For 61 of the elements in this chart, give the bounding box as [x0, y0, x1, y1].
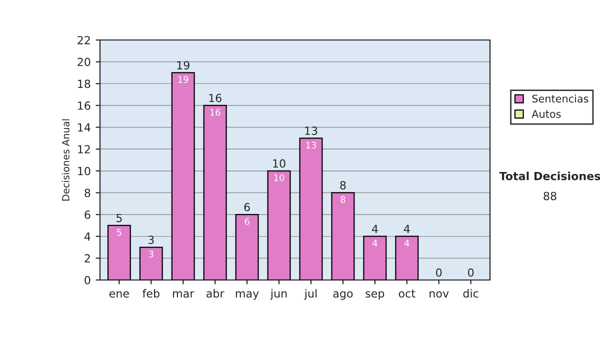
bar [363, 236, 387, 280]
total-label: 4 [372, 224, 378, 233]
text: 88 [544, 192, 556, 200]
data-label: 16 [210, 108, 220, 116]
total-label: 16 [209, 94, 222, 102]
text: Total Decisiones [499, 172, 600, 180]
y-tick-label: 2 [84, 254, 90, 262]
total-label: 0 [436, 268, 442, 277]
data-label: 4 [372, 240, 378, 246]
x-tick-label: sep [366, 291, 384, 300]
total-label: 3 [148, 236, 154, 244]
x-tick-label: oct [398, 290, 416, 298]
total-label: 19 [177, 61, 190, 70]
x-tick-label: jun [270, 289, 287, 300]
total-label: 10 [273, 159, 286, 168]
total-label: 4 [404, 224, 410, 233]
y-tick-label: 8 [84, 188, 90, 198]
y-tick-label: 12 [78, 145, 90, 154]
x-tick-label: abr [206, 289, 224, 298]
total-label: 5 [116, 214, 122, 222]
data-label: 13 [306, 142, 316, 148]
x-tick-label: ago [333, 291, 353, 300]
x-tick-label: may [236, 291, 259, 300]
data-label: 5 [117, 229, 122, 236]
data-label: 10 [274, 174, 284, 182]
bar [395, 236, 419, 280]
y-tick-label: 16 [78, 101, 90, 110]
bar [171, 72, 195, 280]
y-tick-label: 14 [78, 123, 90, 132]
y-tick-label: 18 [78, 80, 90, 88]
data-label: 8 [340, 196, 346, 203]
y-tick-label: 6 [84, 210, 90, 219]
bar [203, 104, 227, 280]
bar [299, 138, 323, 280]
y-axis-title: Decisiones Anual [62, 119, 70, 201]
y-tick-label: 20 [78, 58, 90, 66]
total-label: 6 [244, 202, 250, 212]
data-label: 3 [148, 250, 154, 258]
data-label: 19 [178, 76, 188, 83]
bar [139, 246, 163, 280]
data-label: 4 [404, 240, 410, 246]
legend-label: Autos [532, 110, 561, 118]
y-tick-label: 22 [78, 36, 90, 44]
bar [107, 224, 131, 280]
legend-label: Sentencias [532, 94, 588, 103]
x-tick-label: feb [142, 289, 160, 298]
y-tick-label: 0 [84, 276, 90, 284]
bar [267, 170, 291, 280]
x-tick-label: nov [430, 291, 449, 298]
x-tick-label: ene [109, 291, 129, 298]
x-tick-label: dic [463, 289, 478, 298]
y-tick-label: 10 [78, 166, 90, 176]
x-tick-label: jul [304, 289, 317, 300]
total-label: 8 [340, 181, 346, 190]
total-label: 13 [305, 126, 318, 135]
bar [331, 192, 355, 280]
x-tick-label: mar [173, 291, 194, 298]
bar [235, 214, 259, 280]
y-tick-label: 4 [84, 232, 90, 241]
data-label: 6 [244, 218, 250, 225]
total-label: 0 [468, 268, 474, 277]
